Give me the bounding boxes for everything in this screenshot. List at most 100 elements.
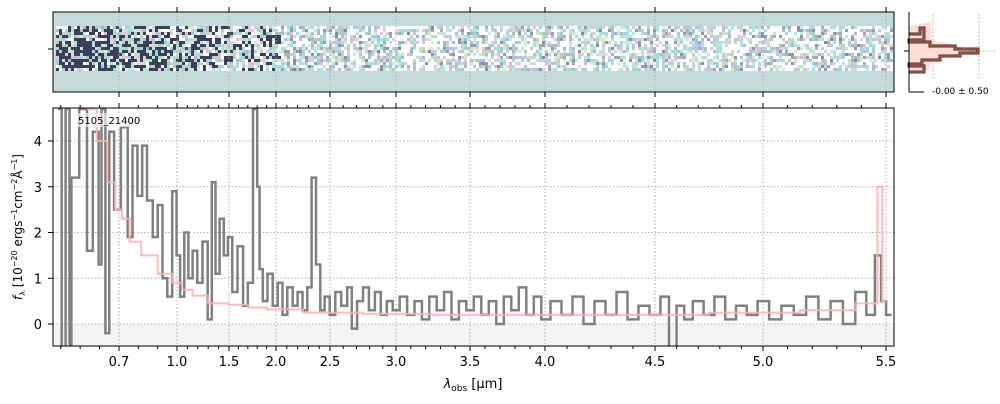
spectrum-2d-pixel (488, 56, 491, 59)
spectrum-2d-pixel (743, 26, 746, 29)
spectrum-2d-pixel (761, 38, 764, 41)
spectrum-2d-pixel (401, 35, 404, 38)
spectrum-2d-pixel (740, 32, 743, 35)
spectrum-2d-pixel (845, 56, 848, 59)
spectrum-2d-pixel (872, 59, 875, 62)
spectrum-2d-pixel (395, 62, 398, 65)
spectrum-2d-pixel (398, 26, 401, 29)
spectrum-2d-pixel (518, 56, 521, 59)
spectrum-2d-pixel (59, 44, 62, 47)
spectrum-2d-pixel (356, 68, 359, 71)
spectrum-2d-pixel (365, 65, 368, 68)
spectrum-2d-pixel (92, 53, 95, 56)
spectrum-2d-pixel (392, 65, 395, 68)
spectrum-2d-pixel (620, 62, 623, 65)
spectrum-2d-pixel (491, 47, 494, 50)
spectrum-2d-pixel (632, 38, 635, 41)
spectrum-2d-pixel (320, 32, 323, 35)
spectrum-2d-pixel (392, 47, 395, 50)
spectrum-2d-pixel (56, 32, 59, 35)
spectrum-2d-pixel (749, 29, 752, 32)
spectrum-2d-pixel (296, 35, 299, 38)
spectrum-2d-pixel (188, 32, 191, 35)
spectrum-2d-pixel (89, 50, 92, 53)
spectrum-2d-pixel (320, 53, 323, 56)
spectrum-2d-pixel (368, 59, 371, 62)
spectrum-2d-pixel (644, 59, 647, 62)
spectrum-2d-pixel (881, 44, 884, 47)
spectrum-2d-pixel (485, 65, 488, 68)
spectrum-2d-pixel (131, 62, 134, 65)
spectrum-2d-pixel (557, 38, 560, 41)
plot-frame (52, 107, 895, 347)
spectrum-2d-pixel (614, 65, 617, 68)
spectrum-2d-pixel (731, 44, 734, 47)
spectrum-2d-pixel (557, 65, 560, 68)
spectrum-2d-pixel (392, 35, 395, 38)
spectrum-2d-pixel (428, 47, 431, 50)
spectrum-2d-pixel (494, 26, 497, 29)
spectrum-2d-pixel (221, 62, 224, 65)
spectrum-2d-pixel (188, 59, 191, 62)
spectrum-2d-pixel (128, 62, 131, 65)
spectrum-2d-pixel (413, 68, 416, 71)
spectrum-2d-pixel (83, 26, 86, 29)
spectrum-2d-pixel (89, 44, 92, 47)
spectrum-2d-pixel (113, 65, 116, 68)
spectrum-2d-pixel (326, 44, 329, 47)
spectrum-2d-pixel (272, 56, 275, 59)
spectrum-2d-pixel (641, 62, 644, 65)
spectrum-2d-pixel (122, 50, 125, 53)
spectrum-2d-pixel (308, 35, 311, 38)
spectrum-2d-pixel (641, 38, 644, 41)
spectrum-2d-pixel (515, 65, 518, 68)
spectrum-2d-pixel (560, 32, 563, 35)
spectrum-2d-pixel (623, 32, 626, 35)
spectrum-2d-pixel (236, 56, 239, 59)
spectrum-2d-pixel (164, 41, 167, 44)
spectrum-2d-pixel (143, 29, 146, 32)
spectrum-2d-pixel (89, 35, 92, 38)
spectrum-2d-pixel (659, 62, 662, 65)
spectrum-2d-pixel (287, 53, 290, 56)
spectrum-2d-pixel (167, 26, 170, 29)
spectrum-2d-pixel (137, 38, 140, 41)
spectrum-2d-pixel (350, 68, 353, 71)
spectrum-2d-pixel (113, 50, 116, 53)
spectrum-2d-pixel (449, 56, 452, 59)
spectrum-2d-pixel (650, 41, 653, 44)
spectrum-2d-pixel (563, 44, 566, 47)
spectrum-2d-pixel (629, 38, 632, 41)
spectrum-2d-pixel (695, 47, 698, 50)
spectrum-2d-pixel (569, 68, 572, 71)
spectrum-2d-pixel (635, 47, 638, 50)
spectrum-2d-pixel (320, 41, 323, 44)
spectrum-2d-pixel (311, 38, 314, 41)
spectrum-2d-pixel (281, 50, 284, 53)
spectrum-2d-pixel (428, 26, 431, 29)
spectrum-2d-pixel (284, 68, 287, 71)
spectrum-2d-pixel (221, 68, 224, 71)
spectrum-2d-pixel (80, 59, 83, 62)
spectrum-2d-pixel (851, 29, 854, 32)
spectrum-2d-pixel (383, 26, 386, 29)
spectrum-2d-pixel (737, 26, 740, 29)
spectrum-2d-pixel (776, 35, 779, 38)
spectrum-2d-pixel (137, 44, 140, 47)
spectrum-2d-pixel (191, 62, 194, 65)
spectrum-2d-pixel (524, 41, 527, 44)
spectrum-2d-pixel (791, 44, 794, 47)
spectrum-2d-pixel (764, 32, 767, 35)
spectrum-2d-pixel (119, 29, 122, 32)
spectrum-2d-pixel (479, 59, 482, 62)
spectrum-2d-pixel (752, 68, 755, 71)
spectrum-2d-pixel (347, 56, 350, 59)
spectrum-2d-pixel (188, 35, 191, 38)
spectrum-2d-pixel (338, 29, 341, 32)
spectrum-2d-pixel (404, 59, 407, 62)
spectrum-2d-pixel (836, 59, 839, 62)
spectrum-2d-pixel (464, 44, 467, 47)
spectrum-2d-pixel (548, 35, 551, 38)
spectrum-2d-pixel (83, 62, 86, 65)
spectrum-2d-pixel (719, 41, 722, 44)
